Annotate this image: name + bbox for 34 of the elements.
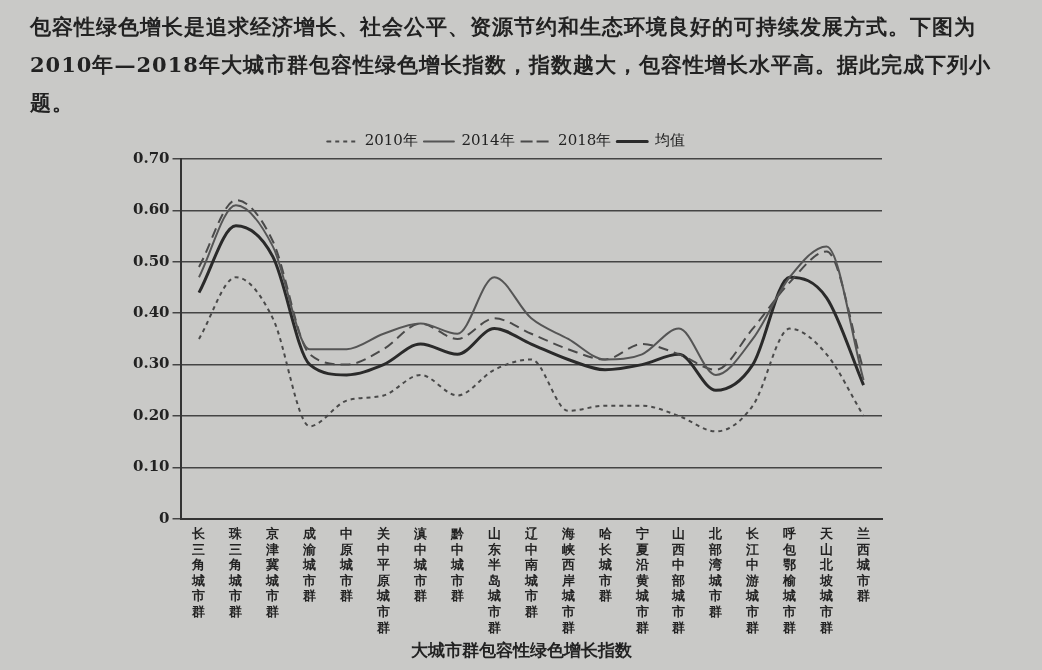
y-tick-label: 0.60 [132, 200, 170, 219]
x-tick-label: 辽中南城市群 [523, 525, 539, 619]
y-tick-label: 0.50 [132, 251, 170, 270]
legend-label: 均值 [653, 131, 685, 150]
line-series [197, 224, 866, 392]
y-tick-label: 0.10 [132, 457, 170, 476]
x-tick-label: 珠三角城市群 [228, 525, 244, 619]
y-tick-label: 0.20 [132, 405, 170, 424]
x-tick-label: 中原城市群 [339, 525, 354, 604]
x-tick-label: 山东半岛城市群 [486, 525, 501, 635]
legend-label: 2014年 [461, 131, 515, 150]
legend-label: 2018年 [558, 131, 612, 150]
x-tick-label: 呼包鄂榆城市群 [782, 525, 798, 635]
x-tick-label: 宁夏沿黄城市群 [634, 525, 649, 635]
x-tick-label: 天山北坡城市群 [819, 525, 835, 635]
x-tick-label: 海峡西岸城市群 [560, 525, 576, 635]
x-tick-label: 京津冀城市群 [265, 525, 280, 619]
x-tick-label: 滇中城市群 [413, 525, 428, 604]
x-tick-label: 黔中城市群 [449, 525, 465, 604]
x-tick-label: 关中平原城市群 [376, 525, 392, 635]
x-tick-label: 北部湾城市群 [708, 525, 724, 619]
x-tick-label: 山西中部城市群 [671, 525, 686, 635]
y-tick-label: 0.70 [132, 148, 170, 167]
x-tick-label: 长三角城市群 [191, 525, 207, 619]
x-tick-label: 成渝城市群 [302, 525, 318, 604]
x-tick-label: 哈长城市群 [597, 525, 613, 604]
y-tick-label: 0.30 [132, 354, 170, 373]
y-tick-label: 0 [159, 508, 170, 527]
text: 包容性绿色增长是追求经济增长、社会公平、资源节约和生态环境良好的可持续发展方式。下图为2010年—2018年大城市群包容性绿色增长指数，指数越大，包容性增长水平高。据此完成下列小题。 [30, 13, 992, 117]
x-tick-label: 兰西城市群 [856, 525, 871, 604]
legend-label: 2010年 [364, 131, 418, 150]
y-tick-label: 0.40 [132, 303, 170, 322]
text: 大城市群包容性绿色增长指数 [409, 639, 633, 662]
x-tick-label: 长江中游城市群 [745, 525, 761, 635]
